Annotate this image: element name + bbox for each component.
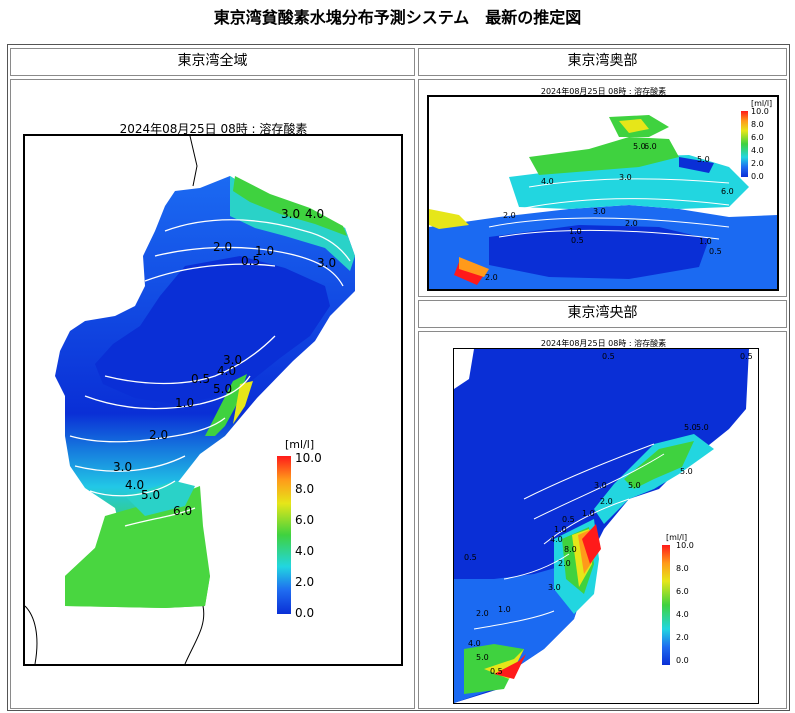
contour-label: 1.0 <box>498 605 511 614</box>
contour-label: 0.5 <box>709 247 722 256</box>
colorbar-inner <box>741 111 748 177</box>
contour-label: 0.5 <box>464 553 477 562</box>
contour-label: 5.0 <box>141 488 161 502</box>
contour-label: 3.0 <box>619 173 632 182</box>
contour-label: 4.0 <box>550 535 563 544</box>
panel-heading-central: 東京湾央部 <box>418 300 787 328</box>
contour-label: 0.5 <box>490 667 503 676</box>
panel-heading-whole: 東京湾全域 <box>10 48 415 76</box>
colorbar-tick: 2.0 <box>676 633 689 642</box>
contour-label: 6.0 <box>173 504 193 518</box>
contour-label: 3.0 <box>281 207 301 221</box>
panels-container <box>7 44 790 711</box>
do-map-whole[interactable]: 3.0 4.0 2.0 1.0 0.5 3.0 3.0 4.0 0.5 5.0 … <box>23 134 403 666</box>
panel-inner: 2024年08月25日 08時 : 溶存酸素 5.0 6.0 5.0 4.0 3 <box>418 79 787 297</box>
contour-label: 8.0 <box>564 545 577 554</box>
colorbar-tick: 4.0 <box>751 146 764 155</box>
panel-whole: 2024年08月25日 08時 : 溶存酸素 <box>10 79 415 709</box>
colorbar-tick: 8.0 <box>751 120 764 129</box>
colorbar-central <box>662 545 670 665</box>
colorbar-tick: 4.0 <box>676 610 689 619</box>
contour-label: 2.0 <box>625 219 638 228</box>
contour-label: 5.0 <box>476 653 489 662</box>
map-caption-inner: 2024年08月25日 08時 : 溶存酸素 <box>540 87 667 96</box>
contour-label: 5.0 <box>680 467 693 476</box>
contour-label: 2.0 <box>149 428 169 442</box>
contour-label: 1.0 <box>569 227 582 236</box>
contour-label: 0.5 <box>740 352 753 361</box>
contour-label: 1.0 <box>255 244 275 258</box>
contour-label: 2.0 <box>485 273 498 282</box>
contour-label: 5.0 <box>633 142 646 151</box>
map-caption-central: 2024年08月25日 08時 : 溶存酸素 <box>540 339 667 348</box>
contour-label: 3.0 <box>593 207 606 216</box>
panel-central: 2024年08月25日 08時 : 溶存酸素 0.5 0. <box>418 331 787 709</box>
colorbar-tick: 10.0 <box>676 541 694 550</box>
colorbar-tick: 2.0 <box>295 575 315 589</box>
colorbar-tick: 0.0 <box>751 172 764 181</box>
colorbar-whole <box>277 456 291 614</box>
do-map-central[interactable]: 0.5 0.5 5.0 5.0 2.0 1.0 0.5 1.0 4.0 8.0 … <box>453 348 759 704</box>
colorbar-tick: 8.0 <box>676 564 689 573</box>
contour-label: 5.0 <box>628 481 641 490</box>
contour-label: 4.0 <box>125 478 145 492</box>
contour-label: 1.0 <box>699 237 712 246</box>
colorbar-tick: 10.0 <box>295 451 322 465</box>
contour-label: 0.5 <box>191 372 211 386</box>
colorbar-unit-inner: [ml/l] <box>751 99 773 108</box>
contour-label: 2.0 <box>503 211 516 220</box>
colorbar-tick: 0.0 <box>295 606 315 620</box>
contour-label: 3.0 <box>548 583 561 592</box>
page-title: 東京湾貧酸素水塊分布予測システム 最新の推定図 <box>213 8 582 27</box>
contour-label: 0.5 <box>241 254 261 268</box>
colorbar-unit-whole: [ml/l] <box>285 438 315 451</box>
contour-label: 2.0 <box>600 497 613 506</box>
contour-label: 2.0 <box>476 609 489 618</box>
panel-heading-inner: 東京湾奥部 <box>418 48 787 76</box>
contour-label: 5.0 <box>696 423 709 432</box>
contour-label: 0.5 <box>571 236 584 245</box>
do-map-inner[interactable]: 5.0 6.0 5.0 4.0 3.0 2.0 3.0 2.0 1.0 0.5 … <box>427 95 779 291</box>
contour-label: 4.0 <box>468 639 481 648</box>
contour-label: 1.0 <box>554 525 567 534</box>
contour-label: 3.0 <box>113 460 133 474</box>
contour-label: 6.0 <box>644 142 657 151</box>
map-graphic-inner <box>429 97 777 289</box>
colorbar-tick: 6.0 <box>751 133 764 142</box>
colorbar-tick: 4.0 <box>295 544 315 558</box>
contour-label: 2.0 <box>558 559 571 568</box>
contour-label: 5.0 <box>213 382 233 396</box>
contour-label: 5.0 <box>697 155 710 164</box>
colorbar-tick: 2.0 <box>751 159 764 168</box>
colorbar-tick: 8.0 <box>295 482 315 496</box>
colorbar-tick: 10.0 <box>751 107 769 116</box>
contour-label: 2.0 <box>213 240 233 254</box>
colorbar-tick: 6.0 <box>295 513 315 527</box>
map-graphic-whole <box>25 136 401 664</box>
contour-label: 1.0 <box>582 509 595 518</box>
contour-label: 4.0 <box>305 207 325 221</box>
contour-label: 6.0 <box>721 187 734 196</box>
map-caption-whole: 2024年08月25日 08時 : 溶存酸素 <box>119 122 308 136</box>
contour-label: 1.0 <box>175 396 195 410</box>
contour-label: 4.0 <box>217 364 237 378</box>
contour-label: 5.0 <box>684 423 697 432</box>
contour-label: 3.0 <box>317 256 337 270</box>
contour-label: 3.0 <box>594 481 607 490</box>
map-graphic-central <box>454 349 758 703</box>
colorbar-tick: 0.0 <box>676 656 689 665</box>
contour-label: 4.0 <box>541 177 554 186</box>
contour-label: 0.5 <box>562 515 575 524</box>
contour-label: 3.0 <box>223 353 243 367</box>
colorbar-unit-central: [ml/l] <box>666 533 688 542</box>
colorbar-tick: 6.0 <box>676 587 689 596</box>
contour-label: 0.5 <box>602 352 615 361</box>
